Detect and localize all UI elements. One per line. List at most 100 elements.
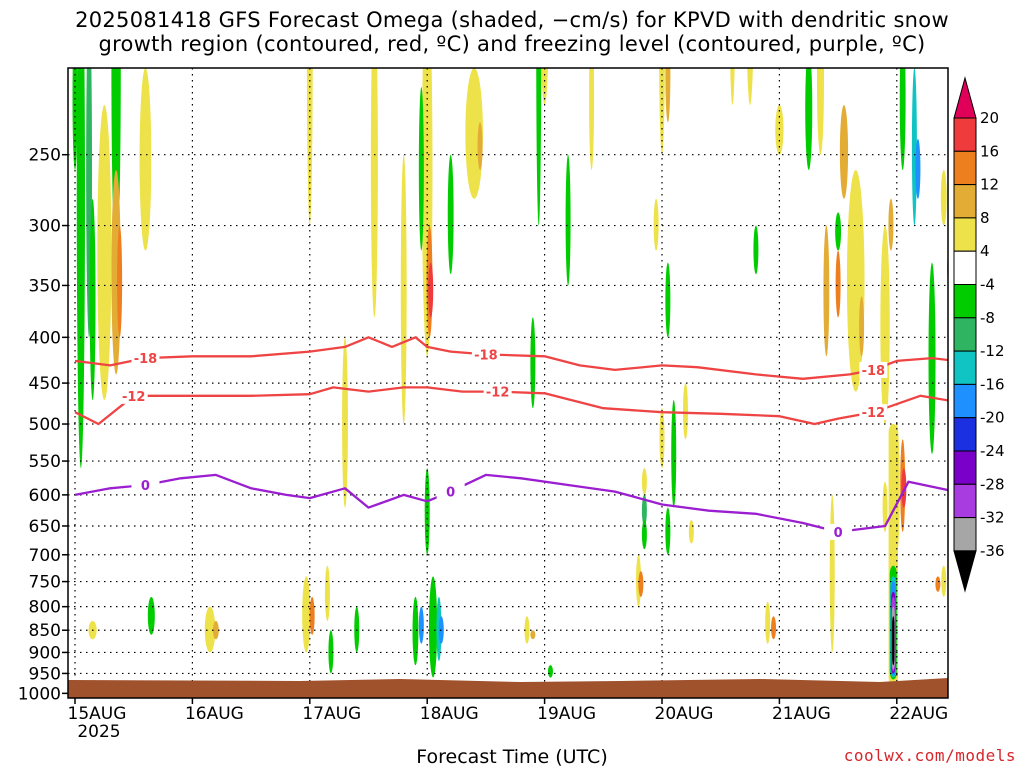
omega-shade-83	[805, 68, 813, 170]
omega-shade-28	[424, 468, 430, 555]
y-tick-label-250: 250	[29, 146, 61, 166]
x-tick-label-17AUG: 17AUG	[302, 704, 361, 724]
x-tick-label-16AUG: 16AUG	[185, 704, 244, 724]
contour-label--18: -18	[474, 348, 498, 363]
omega-shade-3	[97, 105, 112, 400]
colorbar-segment-13	[953, 517, 977, 552]
y-tick-label-600: 600	[29, 486, 61, 506]
updraft-core-7	[892, 616, 895, 666]
x-tick-label-22AUG: 22AUG	[889, 704, 948, 724]
omega-shade-17	[400, 154, 407, 425]
omega-shade-76	[911, 68, 917, 226]
omega-shade-56	[659, 408, 665, 469]
y-tick-label-400: 400	[29, 328, 61, 348]
omega-shade-8	[72, 68, 78, 170]
omega-shade-68	[839, 105, 849, 199]
omega-shade-79	[940, 169, 947, 226]
omega-shade-50	[665, 262, 671, 338]
omega-shade-37	[536, 68, 542, 226]
omega-shade-11	[204, 606, 216, 653]
colorbar-label--24: -24	[980, 442, 1005, 460]
colorbar-segment-4	[953, 217, 977, 252]
y-tick-label-350: 350	[29, 276, 61, 296]
contour-0	[74, 473, 948, 534]
contour-label-bg	[483, 383, 512, 400]
omega-shade-7	[89, 198, 96, 400]
omega-shade-40	[565, 154, 571, 286]
omega-shade-86	[901, 468, 907, 508]
omega-shade-53	[638, 571, 644, 597]
y-tick-label-300: 300	[29, 217, 61, 237]
omega-shade-59	[688, 519, 694, 544]
contour-label-0: 0	[834, 526, 843, 541]
y-tick-label-650: 650	[29, 517, 61, 537]
contour-label-bg	[131, 350, 160, 367]
omega-shade-74	[859, 296, 865, 357]
omega-shade-91	[829, 494, 835, 653]
x-tick-label-19AUG: 19AUG	[537, 704, 596, 724]
x-tick-label-18AUG: 18AUG	[420, 704, 479, 724]
contour-label-bg	[859, 404, 888, 421]
contour-label--18: -18	[862, 364, 886, 379]
contour-label--18: -18	[134, 352, 158, 367]
omega-shade-62	[753, 225, 759, 275]
omega-time-height-chart: -18 -18 -18 -12 -12 -12 0 0 0 250 300 350 400 450 500…	[18, 0, 1005, 742]
credit-text: coolwx.com/models	[843, 746, 1016, 765]
omega-shade-5	[117, 225, 123, 338]
colorbar-label--36: -36	[980, 542, 1005, 560]
colorbar-label--28: -28	[980, 475, 1005, 493]
contour-label-0: 0	[141, 479, 150, 494]
omega-shade-35	[447, 154, 454, 275]
colorbar-label-20: 20	[980, 109, 999, 127]
colorbar-segment-6	[953, 284, 977, 319]
contour-label-bg	[119, 387, 148, 404]
omega-shade-60	[747, 68, 753, 105]
omega-shade-6	[139, 68, 152, 251]
y-tick-label-1000: 1000	[18, 684, 61, 704]
omega-shade-88	[941, 565, 947, 597]
omega-shade-14	[325, 0, 330, 68]
omega-shade-82	[835, 212, 842, 251]
omega-shade-33	[465, 68, 483, 199]
omega-shade-24	[418, 606, 424, 644]
y-tick-label-550: 550	[29, 452, 61, 472]
colorbar-segment-7	[953, 317, 977, 352]
omega-shade-10	[147, 596, 155, 635]
colorbar-top-arrow	[953, 76, 977, 119]
omega-shade-66	[798, 0, 807, 68]
x-tick-label-21AUG: 21AUG	[772, 704, 831, 724]
colorbar-segment-2	[953, 150, 977, 186]
omega-shade-51	[641, 468, 647, 495]
chart-title-line2: growth region (contoured, red, ºC) and f…	[98, 32, 926, 56]
chart-title: 2025081418 GFS Forecast Omega (shaded, −…	[0, 8, 1024, 56]
x-tick-label-20AUG: 20AUG	[655, 704, 714, 724]
omega-shade-58	[671, 399, 677, 508]
omega-shade-34	[477, 122, 483, 170]
omega-shade-19	[309, 596, 315, 635]
colorbar-label--12: -12	[980, 342, 1005, 360]
colorbar-label--16: -16	[980, 375, 1005, 393]
omega-shade-43	[530, 630, 536, 640]
contour-label-bg	[471, 346, 500, 363]
omega-shade-47	[653, 198, 659, 251]
omega-shade-25	[428, 576, 438, 678]
contour--18	[74, 336, 948, 380]
omega-shade-73	[888, 198, 894, 251]
colorbar-label--20: -20	[980, 409, 1005, 427]
y-tick-label-950: 950	[29, 664, 61, 684]
omega-shade-90	[953, 602, 958, 616]
colorbar-label-16: 16	[980, 142, 999, 160]
y-tick-label-500: 500	[29, 415, 61, 435]
x-tick-label-15AUG: 15AUG	[68, 704, 127, 724]
omega-shade-32	[418, 86, 424, 251]
omega-shade-69	[846, 169, 865, 392]
omega-shade-16	[370, 68, 378, 318]
colorbar-label-12: 12	[980, 176, 999, 194]
contour-label--12: -12	[486, 386, 510, 401]
contour-label-bg	[824, 523, 853, 540]
contour-label-bg	[131, 477, 160, 494]
omega-shade-77	[915, 138, 921, 199]
chart-title-line1: 2025081418 GFS Forecast Omega (shaded, −…	[75, 8, 949, 32]
colorbar-label--4: -4	[980, 276, 995, 294]
omega-shade-31	[428, 262, 434, 318]
